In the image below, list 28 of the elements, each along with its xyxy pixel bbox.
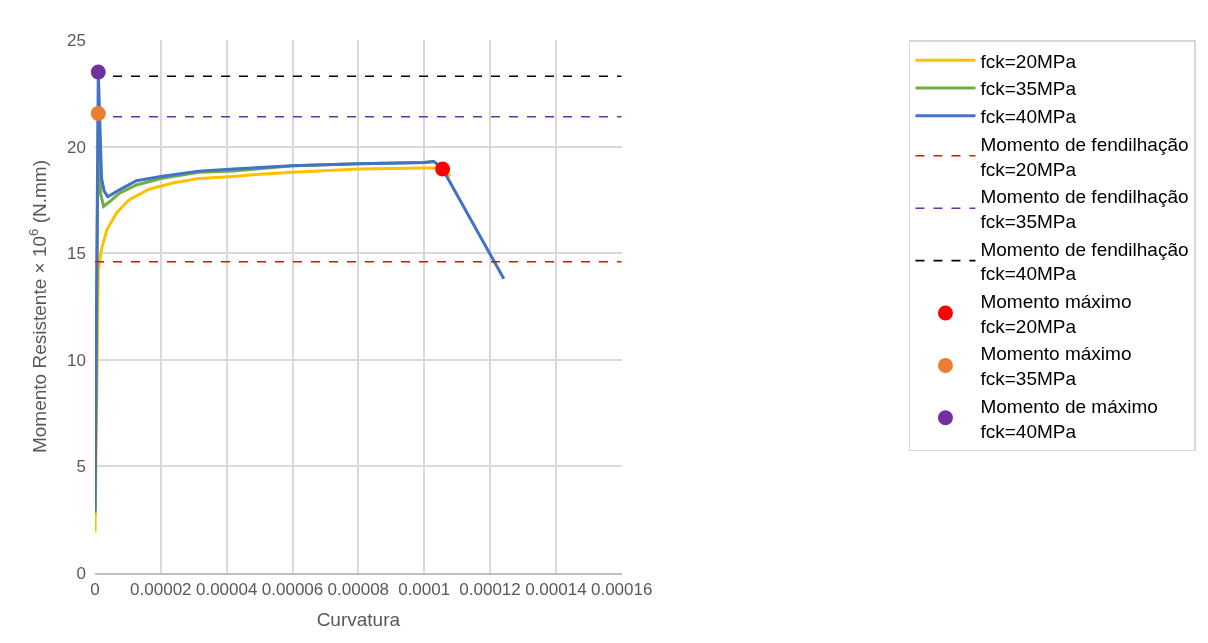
point	[90, 106, 106, 122]
x-tick-label: 0	[90, 580, 100, 600]
x-tick-label: 0.00016	[590, 580, 653, 600]
legend-label: Momento de fendilhação fck=20MPa	[980, 133, 1189, 180]
x-axis-title: Curvatura	[316, 609, 401, 631]
legend-label: Momento máximo fck=20MPa	[980, 291, 1132, 337]
legend-label: Momento de máximo fck=40MPa	[980, 395, 1158, 442]
x-tick-label: 0.00014	[525, 580, 587, 600]
legend-label: Momento máximo fck=35MPa	[980, 343, 1132, 390]
x-tick-label: 0.00012	[459, 580, 521, 600]
point	[90, 64, 106, 80]
y-tick-label: 15	[67, 244, 86, 264]
x-tick-label: 0.0001	[398, 580, 451, 600]
y-tick-label: 25	[67, 30, 86, 50]
x-tick-label: 0.00002	[130, 580, 192, 600]
y-tick-label: 5	[76, 457, 86, 477]
legend-label: Momento de fendilhação fck=40MPa	[980, 238, 1189, 285]
point	[435, 161, 451, 177]
legend-label: fck=35MPa	[980, 78, 1077, 100]
y-tick-label: 20	[67, 137, 86, 157]
y-tick-label: 0	[76, 563, 86, 583]
legend-label: fck=40MPa	[980, 106, 1077, 128]
y-tick-label: 10	[67, 350, 86, 370]
x-tick-label: 0.00008	[327, 580, 390, 600]
legend-label: fck=20MPa	[980, 50, 1077, 72]
x-tick-label: 0.00006	[261, 580, 324, 600]
x-tick-label: 0.00004	[195, 580, 258, 600]
legend-label: Momento de fendilhação fck=35MPa	[980, 186, 1189, 232]
